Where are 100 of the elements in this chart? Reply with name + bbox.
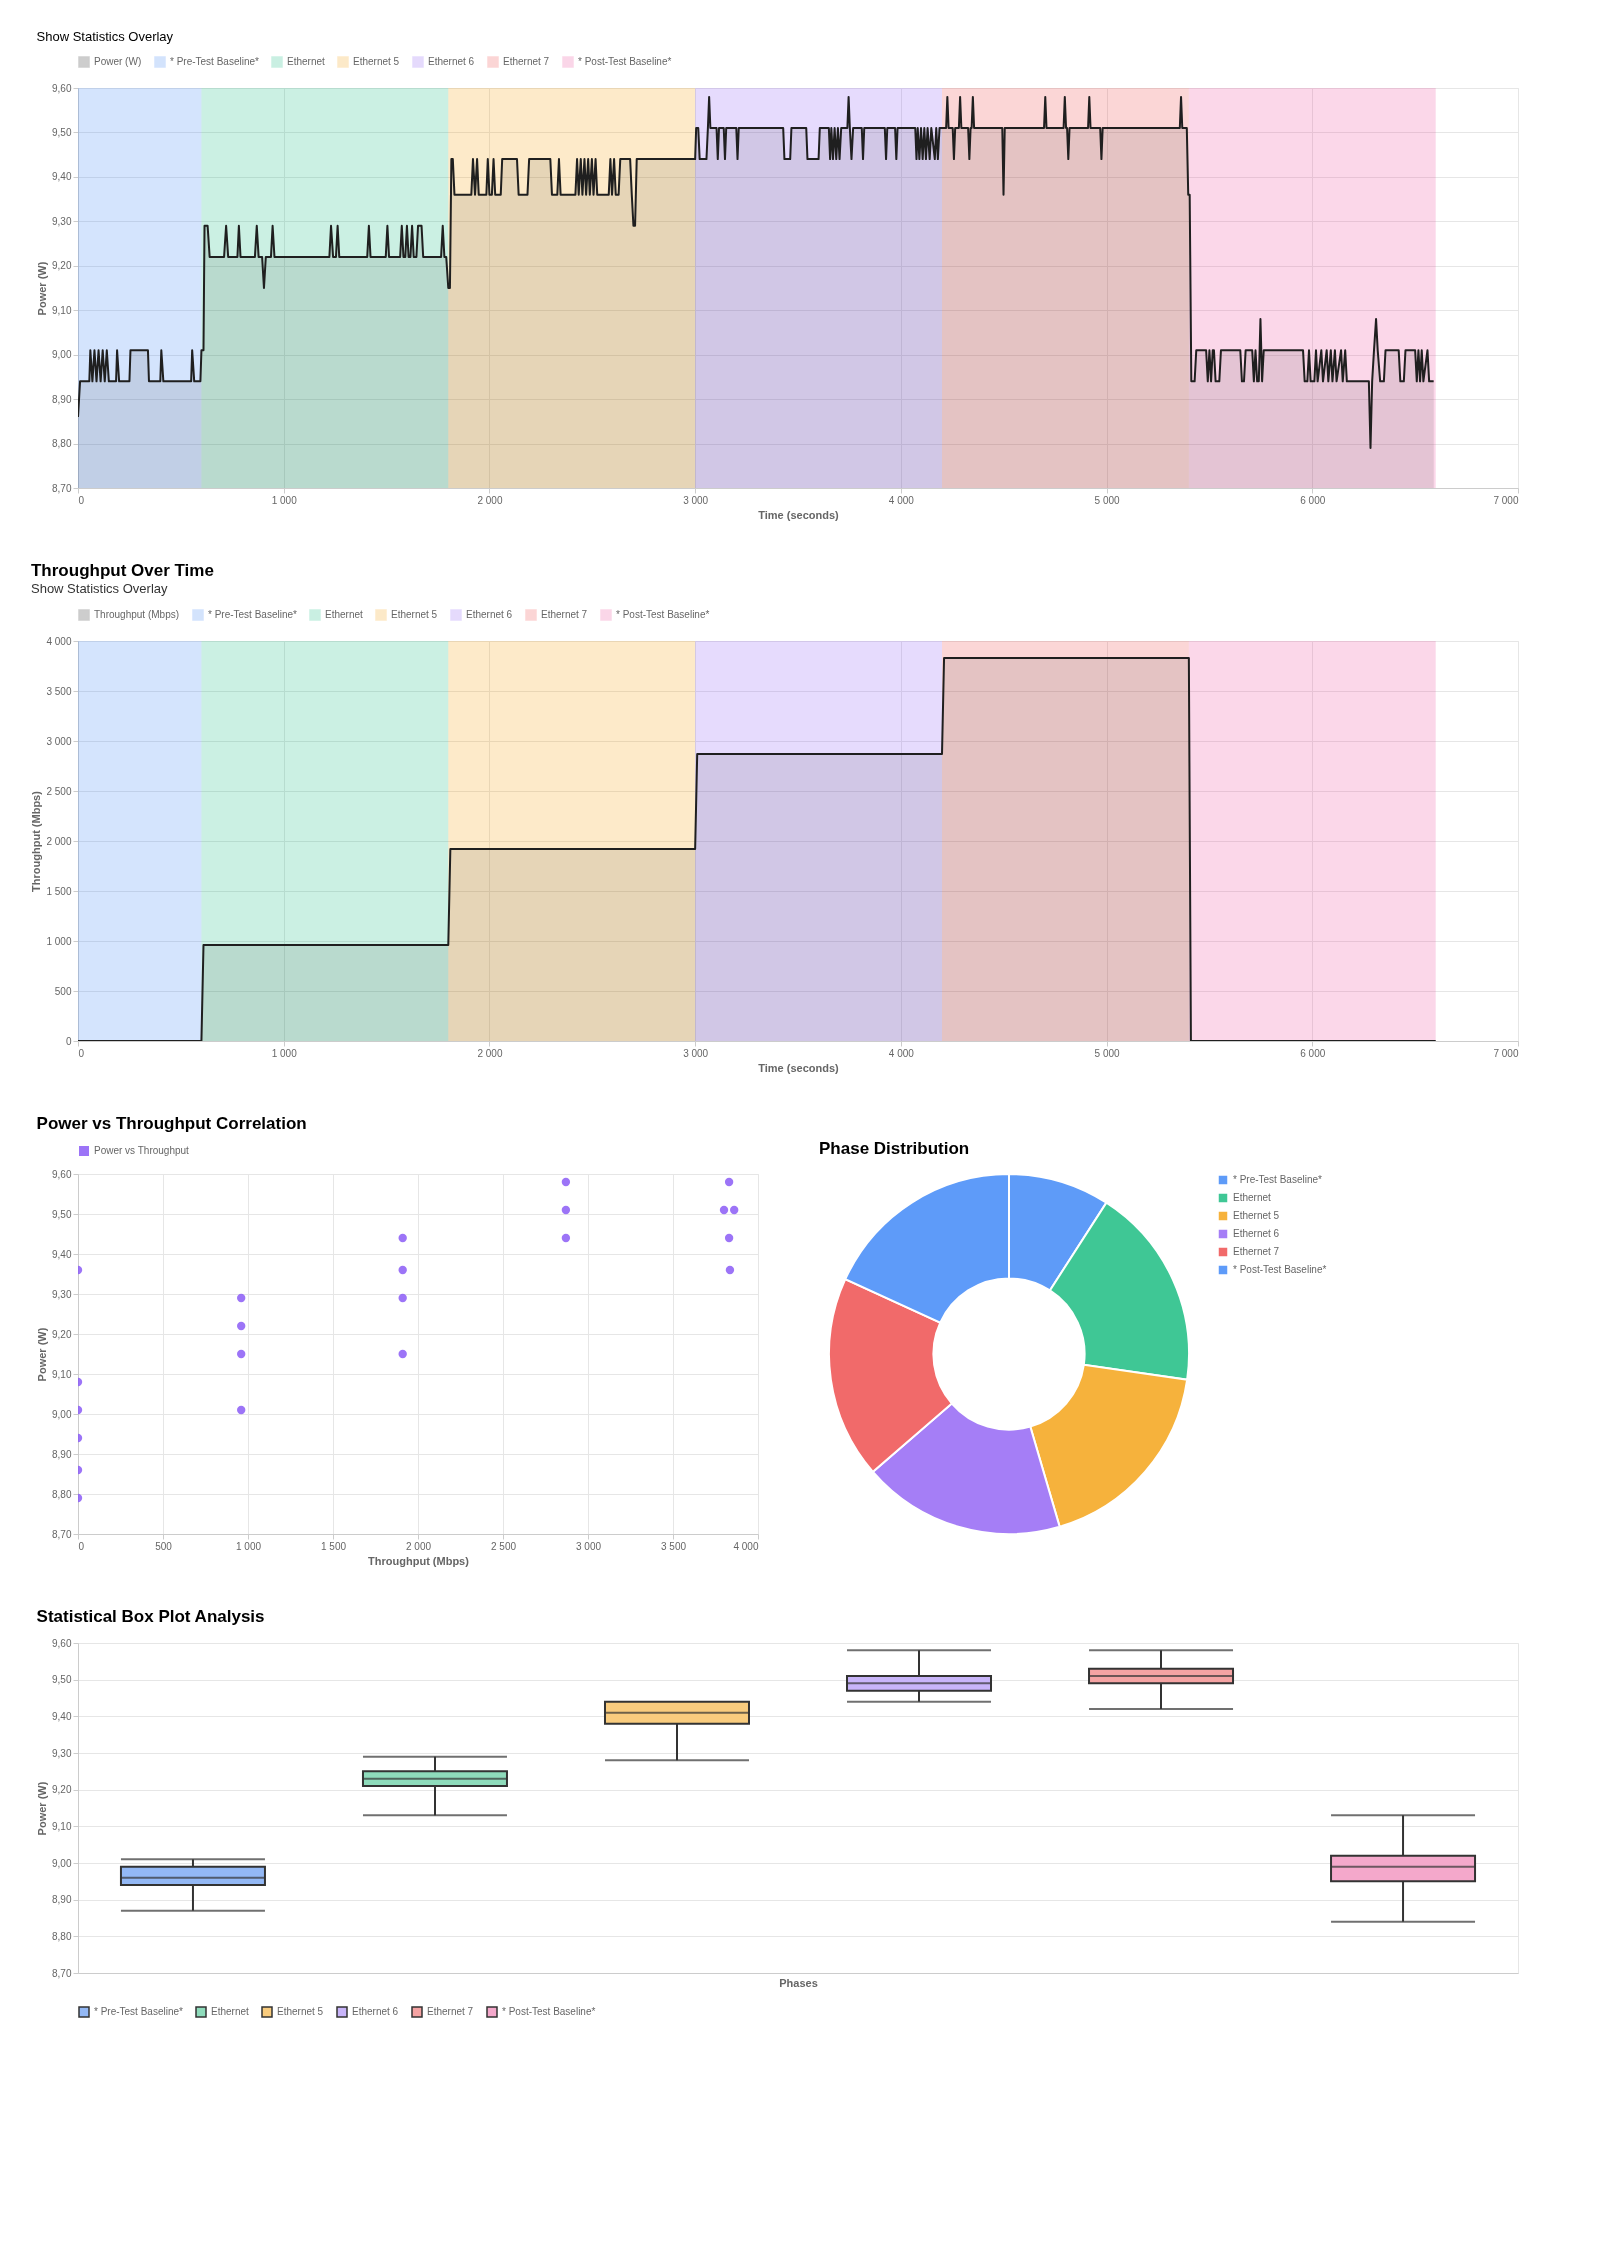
x-tick-label: 0	[78, 494, 85, 506]
legend-label: * Post-Test Baseline*	[578, 56, 672, 67]
y-tick-label: 9,00	[52, 1857, 72, 1869]
x-tick-label: 2 000	[477, 1047, 503, 1059]
x-tick-label: 0	[78, 1540, 85, 1552]
x-tick-label: 3 000	[683, 494, 709, 506]
y-tick-label: 9,30	[52, 1288, 72, 1300]
x-tick-label: 7 000	[1493, 494, 1519, 506]
y-tick-label: 8,90	[52, 393, 72, 405]
legend-label: Ethernet 6	[428, 56, 475, 67]
point	[398, 1265, 407, 1275]
legend-label: Ethernet	[325, 609, 364, 620]
y-tick-label: 9,60	[52, 1168, 72, 1180]
legend-label: Ethernet	[211, 2006, 250, 2017]
legend-label: Ethernet 7	[541, 609, 588, 620]
point	[237, 1321, 246, 1331]
legend-label: Throughput (Mbps)	[94, 609, 180, 620]
y-tick-label: 9,60	[52, 1637, 72, 1649]
y-tick-label: 4 000	[46, 635, 72, 647]
x-tick-label: 2 500	[490, 1540, 517, 1552]
y-axis-title: Throughput (Mbps)	[30, 790, 43, 892]
x-tick-label: 3 000	[575, 1540, 602, 1552]
y-tick-label: 9,40	[52, 1710, 72, 1722]
x-tick-label: 2 000	[477, 494, 503, 506]
x-tick-label: 7 000	[1493, 1047, 1519, 1059]
x-tick-label: 1 000	[271, 494, 298, 506]
y-tick-label: 500	[54, 985, 72, 997]
chart-title: Throughput Over Time	[30, 561, 214, 580]
point	[237, 1349, 246, 1359]
y-tick-label: 9,30	[52, 1747, 72, 1759]
point	[719, 1205, 729, 1215]
legend-label: * Pre-Test Baseline*	[94, 2006, 184, 2017]
legend-label: Ethernet 7	[503, 56, 550, 67]
y-tick-label: 8,90	[52, 1448, 72, 1460]
legend-label: * Pre-Test Baseline*	[170, 56, 260, 67]
y-tick-label: 1 000	[46, 935, 72, 947]
y-tick-label: 9,50	[52, 126, 72, 138]
x-tick-label: 6 000	[1300, 1047, 1326, 1059]
x-tick-label: 6 000	[1300, 494, 1326, 506]
legend-label: Ethernet 5	[391, 609, 438, 620]
legend-label: Ethernet	[287, 56, 326, 67]
point	[724, 1233, 734, 1243]
y-tick-label: 0	[65, 1035, 72, 1047]
y-tick-label: 8,70	[52, 482, 72, 494]
x-tick-label: 2 000	[405, 1540, 432, 1552]
legend-label: * Pre-Test Baseline*	[1233, 1174, 1323, 1185]
legend-label: * Post-Test Baseline*	[502, 2006, 596, 2017]
x-tick-label: 5 000	[1094, 494, 1121, 506]
y-tick-label: 9,50	[52, 1674, 72, 1686]
chart-title: Statistical Box Plot Analysis	[36, 1607, 265, 1626]
x-tick-label: 500	[155, 1540, 173, 1552]
x-axis-title: Phases	[779, 1976, 818, 1989]
legend-label: Ethernet 5	[1233, 1210, 1280, 1221]
x-axis-title: Time (seconds)	[758, 508, 840, 521]
y-tick-label: 9,40	[52, 171, 72, 183]
legend-label: * Pre-Test Baseline*	[208, 609, 298, 620]
legend-label: Ethernet 6	[352, 2006, 399, 2017]
point	[237, 1405, 246, 1415]
y-tick-label: 2 500	[46, 785, 72, 797]
point	[561, 1233, 571, 1243]
point	[561, 1205, 571, 1215]
y-tick-label: 9,10	[52, 1820, 72, 1832]
y-tick-label: 9,10	[52, 1368, 72, 1380]
y-tick-label: 8,70	[52, 1528, 72, 1540]
y-tick-label: 9,00	[52, 349, 72, 361]
point	[561, 1177, 571, 1187]
y-tick-label: 8,90	[52, 1894, 72, 1906]
y-tick-label: 9,60	[52, 82, 72, 94]
y-tick-label: 9,20	[52, 1784, 72, 1796]
x-tick-label: 3 000	[683, 1047, 709, 1059]
point	[398, 1293, 407, 1303]
text: Show Statistics Overlay	[36, 29, 174, 44]
y-tick-label: 8,80	[52, 1488, 72, 1500]
legend-label: Ethernet 6	[466, 609, 513, 620]
x-tick-label: 1 500	[320, 1540, 347, 1552]
point	[725, 1265, 735, 1275]
y-tick-label: 3 500	[46, 685, 72, 697]
legend-label: Ethernet 7	[427, 2006, 474, 2017]
legend-label: * Post-Test Baseline*	[616, 609, 710, 620]
legend-label: * Post-Test Baseline*	[1233, 1264, 1327, 1275]
y-axis-title: Power (W)	[36, 1781, 49, 1836]
point	[237, 1293, 246, 1303]
point	[730, 1205, 739, 1215]
point	[398, 1349, 407, 1359]
legend-label: Power (W)	[94, 56, 142, 67]
y-tick-label: 9,00	[52, 1408, 72, 1420]
y-axis-title: Power (W)	[36, 261, 49, 316]
x-tick-label: 5 000	[1094, 1047, 1121, 1059]
chart-title: Power vs Throughput Correlation	[36, 1114, 307, 1133]
legend-label: Ethernet 7	[1233, 1246, 1280, 1257]
y-tick-label: 9,10	[52, 304, 72, 316]
legend-label: Power vs Throughput	[94, 1145, 190, 1156]
x-axis-title: Time (seconds)	[758, 1061, 840, 1074]
y-tick-label: 3 000	[46, 735, 72, 747]
y-tick-label: 9,30	[52, 215, 72, 227]
x-axis-title: Throughput (Mbps)	[368, 1554, 470, 1567]
x-tick-label: 3 500	[660, 1540, 687, 1552]
point	[724, 1177, 734, 1187]
y-tick-label: 9,20	[52, 1328, 72, 1340]
y-axis-title: Power (W)	[36, 1327, 49, 1382]
